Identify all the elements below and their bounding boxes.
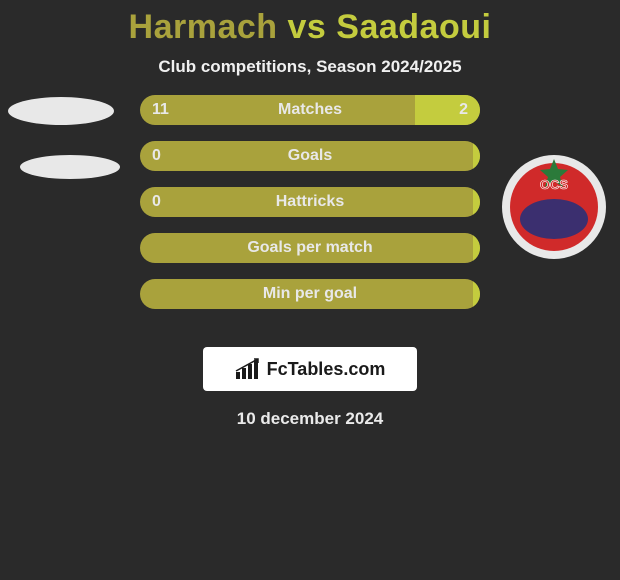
stat-bar: Hattricks0 [140, 187, 480, 217]
svg-text:OCS: OCS [540, 177, 569, 192]
site-name: FcTables.com [267, 359, 386, 380]
stat-bar: Matches11 2 [140, 95, 480, 125]
stat-left-value: 0 [152, 193, 161, 211]
chart-area: OCS Matches112Goals0Hattricks0Goals per … [0, 105, 620, 335]
stat-label: Goals [140, 147, 480, 165]
stat-left-value: 11 [152, 101, 169, 119]
stat-right-value: 2 [459, 101, 468, 119]
club-logo-ocs-icon: OCS [500, 153, 608, 261]
stat-label: Matches [140, 101, 480, 119]
right-player-badge: OCS [500, 153, 608, 261]
footer-date: 10 december 2024 [0, 409, 620, 429]
stat-bar: Min per goal [140, 279, 480, 309]
left-player-badge [8, 97, 116, 205]
stat-left-value: 0 [152, 147, 161, 165]
title-vs: vs [278, 8, 337, 46]
ellipse-icon [8, 97, 114, 125]
site-logo: FcTables.com [203, 347, 417, 391]
stat-label: Min per goal [140, 285, 480, 303]
subtitle: Club competitions, Season 2024/2025 [0, 57, 620, 77]
comparison-bars: Matches112Goals0Hattricks0Goals per matc… [140, 95, 480, 325]
bars-rising-icon [235, 358, 261, 380]
player2-name: Saadaoui [336, 8, 491, 46]
ellipse-icon [20, 155, 120, 179]
stat-bar: Goals per match [140, 233, 480, 263]
player1-name: Harmach [129, 8, 278, 46]
stat-label: Goals per match [140, 239, 480, 257]
stat-bar: Goals0 [140, 141, 480, 171]
stat-label: Hattricks [140, 193, 480, 211]
comparison-title: Harmach vs Saadaoui [0, 0, 620, 47]
